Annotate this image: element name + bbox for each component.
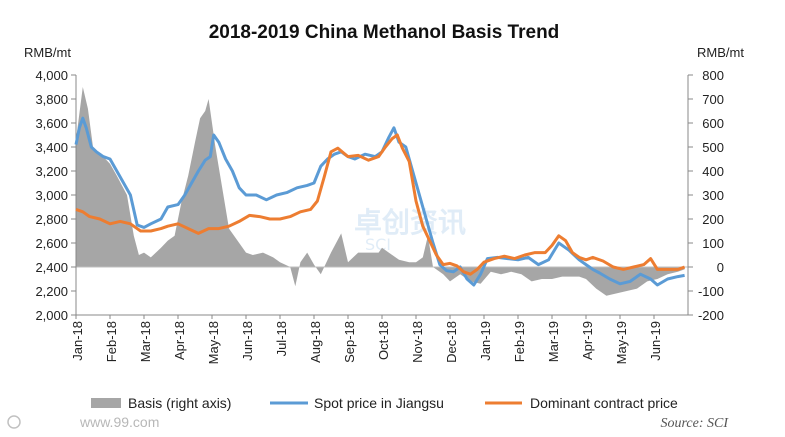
x-axis-tick-label: May-18 bbox=[206, 321, 221, 364]
right-axis-tick-label: 600 bbox=[702, 116, 724, 131]
right-axis-tick-label: 500 bbox=[702, 140, 724, 155]
source-note: Source: SCI bbox=[660, 416, 729, 431]
left-axis-tick-label: 4,000 bbox=[35, 68, 68, 83]
basis-area bbox=[76, 87, 685, 296]
legend-basis-label: Basis (right axis) bbox=[128, 395, 231, 411]
axes-layer: 2,000 2,200 2,400 2,600 2,800 3,000 3,200 3,400… bbox=[35, 68, 724, 323]
legend-contract-label: Dominant contract price bbox=[530, 395, 678, 411]
x-axis-tick-label: Aug-18 bbox=[308, 321, 323, 363]
x-axis-tick-label: Mar-19 bbox=[546, 321, 561, 362]
watermark-url: www.99.com bbox=[79, 414, 159, 430]
right-axis-unit: RMB/mt bbox=[697, 45, 744, 60]
left-axis-tick-label: 2,800 bbox=[35, 212, 68, 227]
x-axis-tick-label: Oct-18 bbox=[376, 321, 391, 360]
x-axis-tick-label: Jul-18 bbox=[274, 321, 289, 356]
x-axis-tick-label: Jan-19 bbox=[478, 321, 493, 361]
basis-area-layer bbox=[76, 87, 685, 296]
x-axis-tick-label: Apr-18 bbox=[172, 321, 187, 360]
right-axis-tick-label: 300 bbox=[702, 188, 724, 203]
left-axis-unit: RMB/mt bbox=[24, 45, 71, 60]
website-watermark: www.99.com bbox=[7, 414, 159, 430]
x-axis-tick-label: Nov-18 bbox=[410, 321, 425, 363]
right-axis-tick-label: 0 bbox=[717, 260, 724, 275]
watermark-logo: 卓创资讯 SCI bbox=[354, 206, 466, 254]
x-axis-tick-label: Jun-19 bbox=[648, 321, 663, 361]
left-axis-tick-label: 2,200 bbox=[35, 284, 68, 299]
left-axis-tick-label: 3,000 bbox=[35, 188, 68, 203]
left-axis-tick-label: 3,800 bbox=[35, 92, 68, 107]
x-axis-tick-label: Jan-18 bbox=[70, 321, 85, 361]
legend-spot-label: Spot price in Jiangsu bbox=[314, 395, 444, 411]
x-axis-tick-label: Jun-18 bbox=[240, 321, 255, 361]
watermark-circle-icon bbox=[7, 415, 21, 429]
right-axis-tick-label: 200 bbox=[702, 212, 724, 227]
x-axis-tick-label: Mar-18 bbox=[138, 321, 153, 362]
contract-price-line bbox=[75, 133, 686, 276]
left-axis-tick-label: 2,600 bbox=[35, 236, 68, 251]
x-axis-tick-label: Dec-18 bbox=[444, 321, 459, 363]
left-axis-tick-label: 3,200 bbox=[35, 164, 68, 179]
right-axis-tick-label: -100 bbox=[698, 284, 724, 299]
x-axis-tick-label: Feb-19 bbox=[512, 321, 527, 362]
spot-price-line bbox=[74, 116, 685, 287]
left-axis-tick-label: 2,000 bbox=[35, 308, 68, 323]
legend-basis-swatch bbox=[91, 398, 121, 408]
right-axis-tick-label: -200 bbox=[698, 308, 724, 323]
x-axis-labels: Jan-18 Feb-18 Mar-18 Apr-18 May-18 Jun-18 Jul-… bbox=[70, 315, 663, 364]
watermark-subtext: SCI bbox=[365, 235, 391, 254]
right-axis-tick-label: 700 bbox=[702, 92, 724, 107]
x-axis-tick-label: Feb-18 bbox=[104, 321, 119, 362]
price-lines-layer bbox=[74, 116, 686, 287]
right-axis-tick-label: 100 bbox=[702, 236, 724, 251]
x-axis-tick-label: May-19 bbox=[614, 321, 629, 364]
chart-title: 2018-2019 China Methanol Basis Trend bbox=[209, 22, 560, 43]
right-axis-tick-label: 800 bbox=[702, 68, 724, 83]
right-axis-tick-label: 400 bbox=[702, 164, 724, 179]
watermark-text: 卓创资讯 bbox=[354, 206, 466, 239]
left-axis-tick-label: 3,400 bbox=[35, 140, 68, 155]
x-axis-tick-label: Apr-19 bbox=[580, 321, 595, 360]
x-axis-tick-label: Sep-18 bbox=[342, 321, 357, 363]
left-axis-tick-label: 2,400 bbox=[35, 260, 68, 275]
left-axis-tick-label: 3,600 bbox=[35, 116, 68, 131]
